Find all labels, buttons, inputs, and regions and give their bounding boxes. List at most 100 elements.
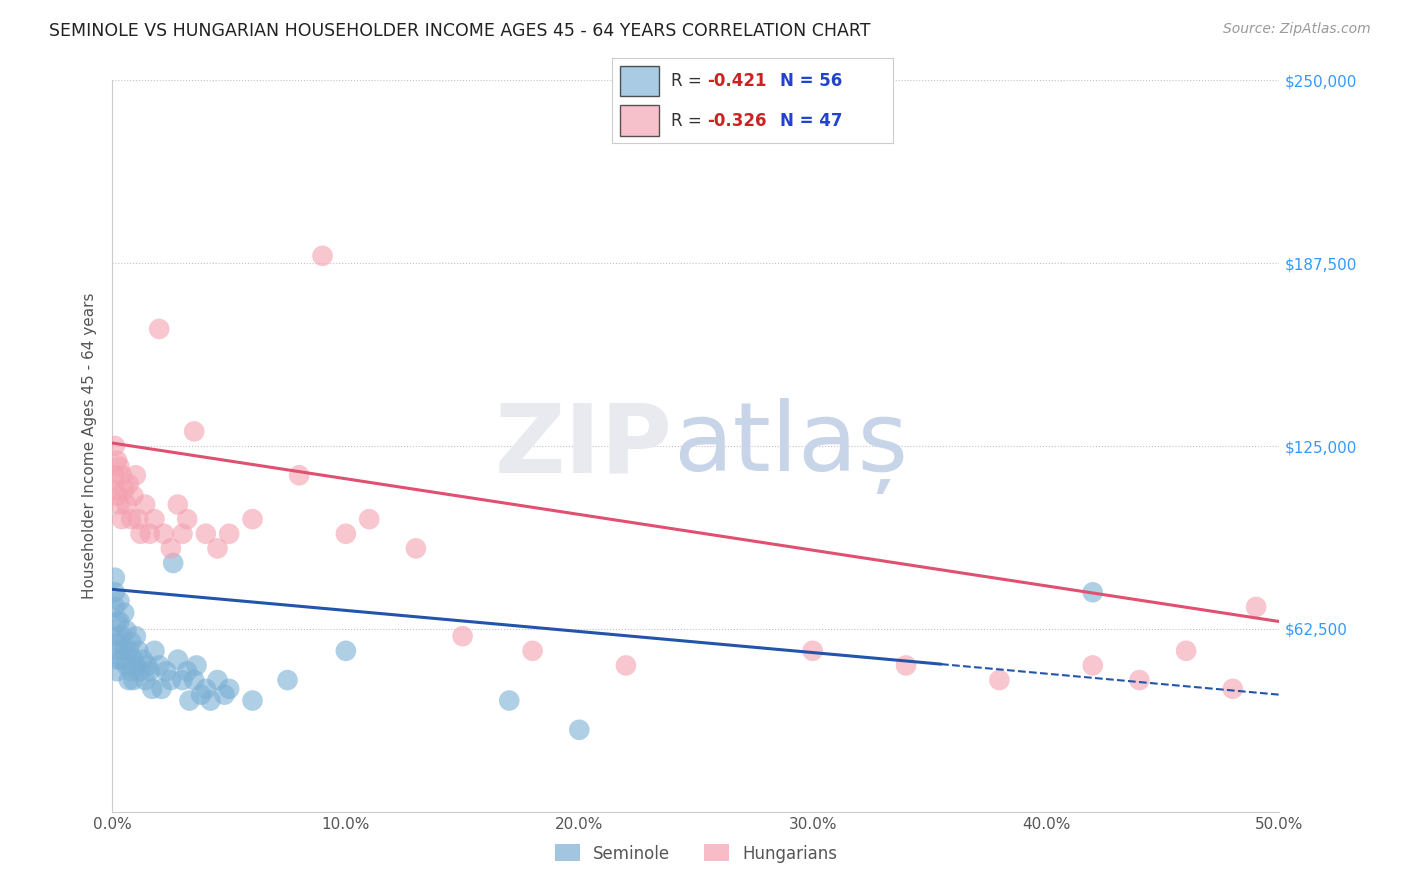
Point xyxy=(105,615,128,629)
Text: SEMINOLE VS HUNGARIAN HOUSEHOLDER INCOME AGES 45 - 64 YEARS CORRELATION CHART: SEMINOLE VS HUNGARIAN HOUSEHOLDER INCOME… xyxy=(49,22,870,40)
Point xyxy=(183,425,205,439)
Point xyxy=(122,489,145,503)
Point xyxy=(134,673,156,687)
Point xyxy=(179,693,201,707)
Point xyxy=(1175,644,1198,658)
Text: N = 47: N = 47 xyxy=(780,112,842,129)
Point xyxy=(105,665,128,679)
Point xyxy=(129,665,152,679)
FancyBboxPatch shape xyxy=(620,66,659,96)
Point xyxy=(118,673,141,687)
Text: N = 56: N = 56 xyxy=(780,72,842,90)
Point xyxy=(335,644,357,658)
Point xyxy=(276,673,298,687)
Point xyxy=(108,498,131,512)
Point xyxy=(1081,585,1104,599)
Point xyxy=(115,658,138,673)
Point xyxy=(166,652,188,666)
Point xyxy=(194,526,217,541)
Point xyxy=(129,526,152,541)
Point xyxy=(172,673,194,687)
Point xyxy=(105,629,128,643)
Legend: Seminole, Hungarians: Seminole, Hungarians xyxy=(548,838,844,869)
Point xyxy=(160,541,183,556)
Point xyxy=(104,468,127,483)
Point xyxy=(1128,673,1150,687)
Point xyxy=(141,681,163,696)
Point xyxy=(801,644,824,658)
Text: ZIP: ZIP xyxy=(495,400,672,492)
Point xyxy=(104,599,127,614)
Point xyxy=(115,624,138,638)
Point xyxy=(108,615,131,629)
Point xyxy=(242,512,264,526)
Point xyxy=(614,658,637,673)
FancyBboxPatch shape xyxy=(620,105,659,136)
Point xyxy=(111,652,134,666)
Point xyxy=(122,673,145,687)
Point xyxy=(118,644,141,658)
Point xyxy=(218,681,240,696)
Point xyxy=(148,322,170,336)
Point xyxy=(105,644,128,658)
Point xyxy=(1081,658,1104,673)
Point xyxy=(214,688,236,702)
Point xyxy=(1222,681,1244,696)
Point xyxy=(111,512,134,526)
Point xyxy=(498,693,520,707)
Point xyxy=(311,249,333,263)
Point xyxy=(190,688,212,702)
Point xyxy=(143,512,166,526)
Text: Source: ZipAtlas.com: Source: ZipAtlas.com xyxy=(1223,22,1371,37)
Point xyxy=(112,644,135,658)
Point xyxy=(118,477,141,491)
Point xyxy=(451,629,474,643)
Point xyxy=(242,693,264,707)
Point xyxy=(134,498,156,512)
Point xyxy=(104,483,127,497)
Point xyxy=(108,594,131,608)
Point xyxy=(1244,599,1267,614)
Point xyxy=(153,526,176,541)
Point xyxy=(108,635,131,649)
Point xyxy=(122,652,145,666)
Point xyxy=(568,723,591,737)
Point xyxy=(405,541,427,556)
Point xyxy=(125,658,148,673)
Point xyxy=(335,526,357,541)
Point xyxy=(155,665,177,679)
Point xyxy=(150,681,173,696)
Point xyxy=(207,673,229,687)
Point xyxy=(183,673,205,687)
Point xyxy=(104,439,127,453)
Point xyxy=(988,673,1011,687)
Text: -0.326: -0.326 xyxy=(707,112,766,129)
Text: R =: R = xyxy=(671,72,707,90)
Point xyxy=(115,498,138,512)
Point xyxy=(111,468,134,483)
Point xyxy=(132,652,155,666)
Point xyxy=(104,571,127,585)
Point xyxy=(105,652,128,666)
Point xyxy=(176,665,198,679)
Point xyxy=(120,665,142,679)
Point xyxy=(112,606,135,620)
Point xyxy=(207,541,229,556)
Point xyxy=(172,526,194,541)
Y-axis label: Householder Income Ages 45 - 64 years: Householder Income Ages 45 - 64 years xyxy=(82,293,97,599)
Point xyxy=(111,629,134,643)
Point xyxy=(176,512,198,526)
Point xyxy=(194,681,217,696)
Point xyxy=(186,658,208,673)
Point xyxy=(105,453,128,467)
Point xyxy=(162,556,184,570)
Point xyxy=(127,644,149,658)
Point xyxy=(166,498,188,512)
Point xyxy=(288,468,311,483)
Point xyxy=(139,526,162,541)
Point xyxy=(104,585,127,599)
Point xyxy=(522,644,544,658)
Point xyxy=(139,665,162,679)
Point xyxy=(148,658,170,673)
Point xyxy=(120,635,142,649)
